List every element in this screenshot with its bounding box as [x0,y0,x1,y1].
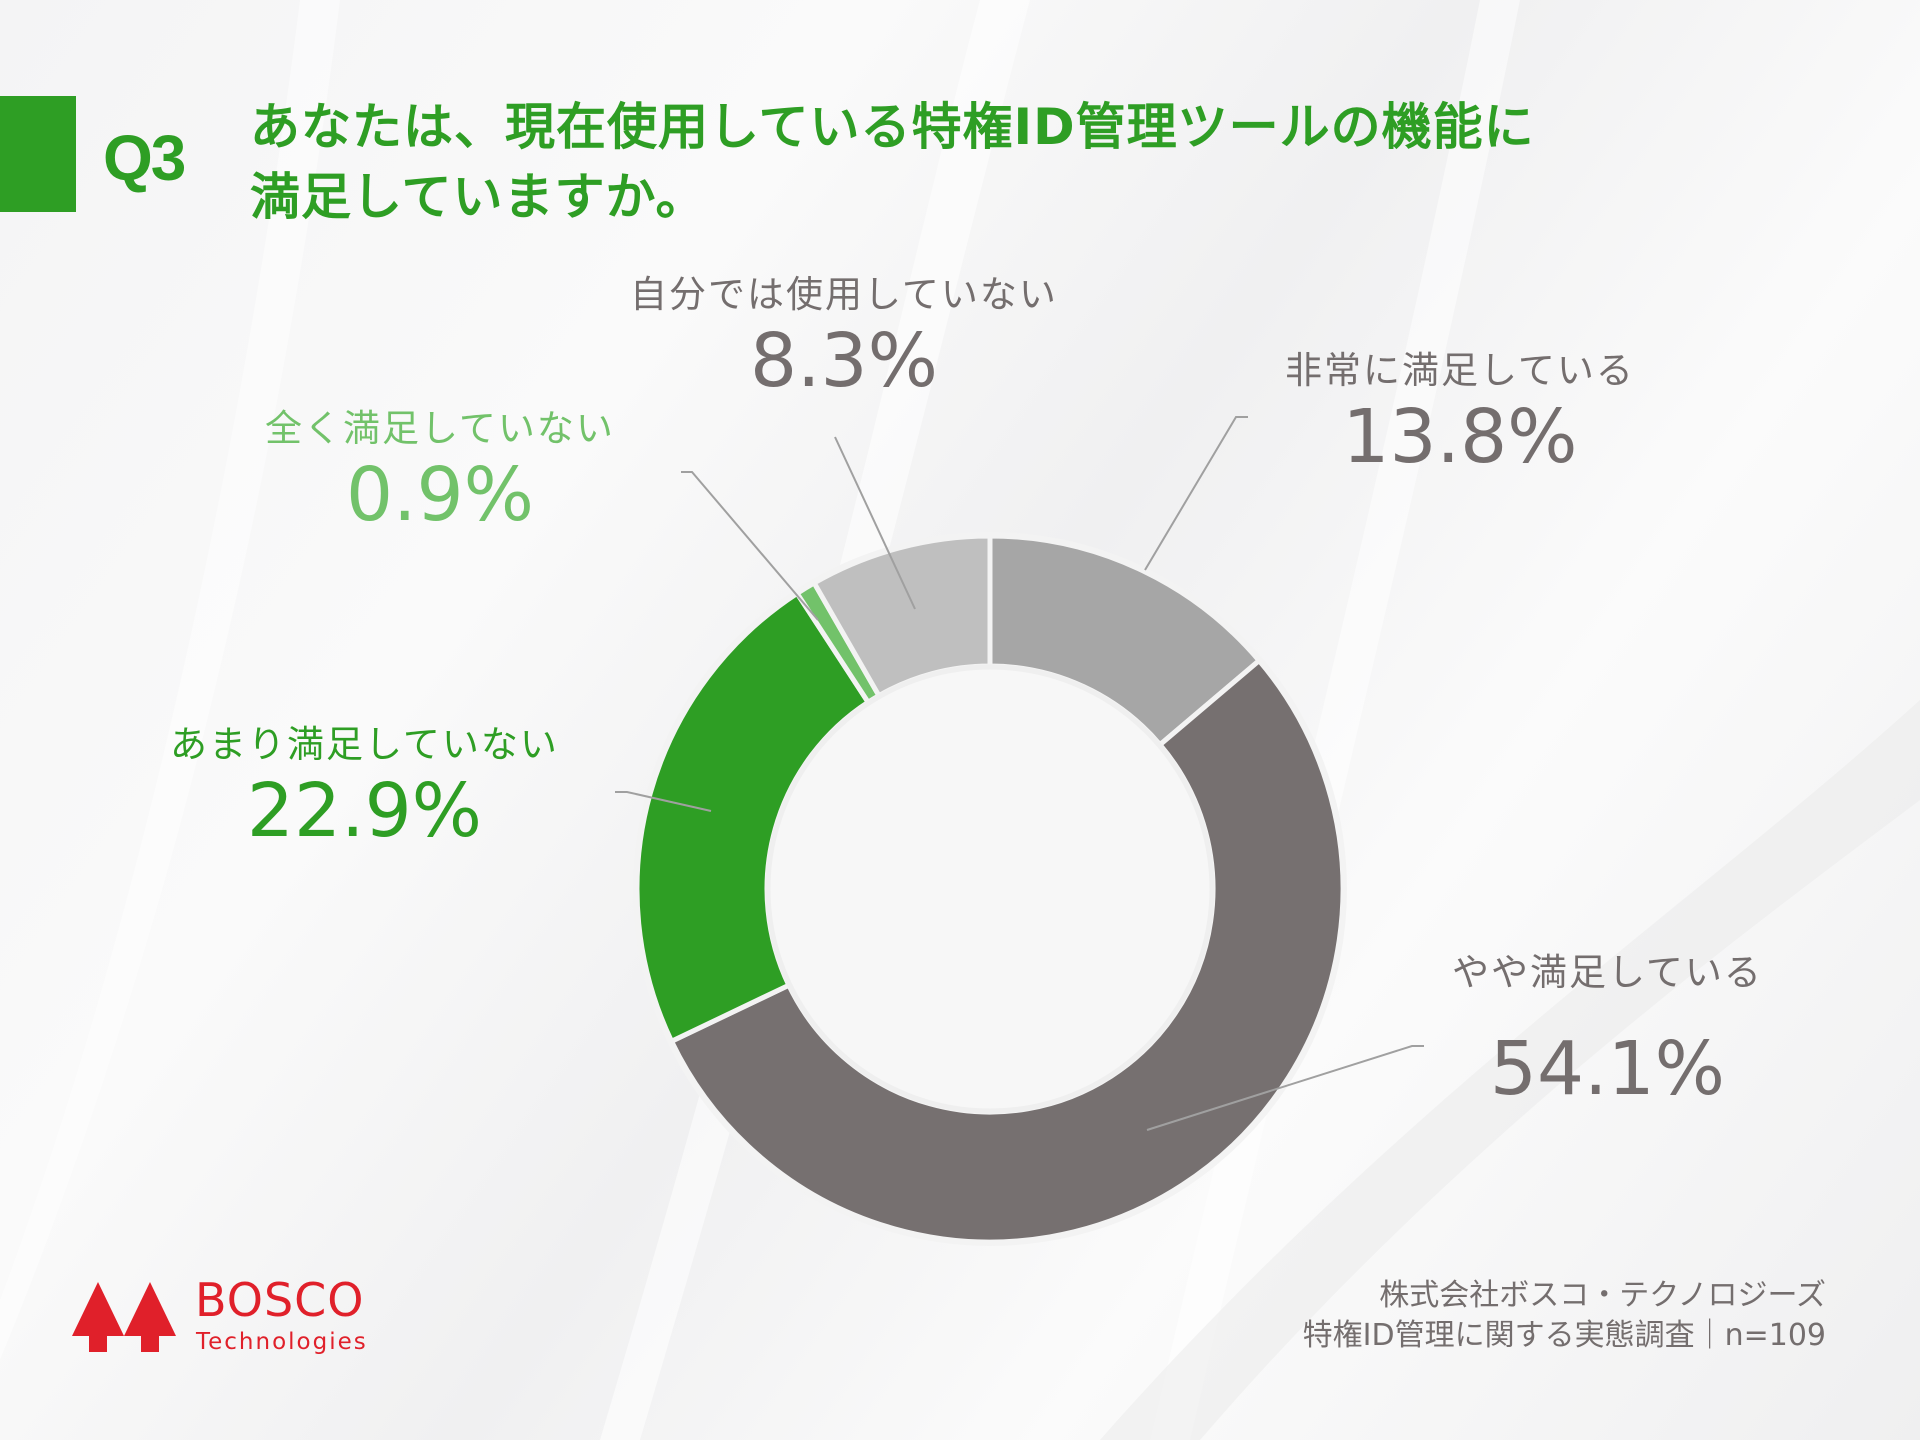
label-value: 0.9% [345,452,534,538]
leader-line-very-satisfied [1144,416,1248,571]
leader-line-not-very-satisfied [615,791,712,812]
label-category: 非常に満足している [1285,349,1635,392]
label-not-at-all-satisfied: 全く満足していない 0.9% [265,406,615,538]
label-very-satisfied: 非常に満足している 13.8% [1285,348,1635,480]
question-number: Q3 [103,122,186,194]
leader-line-not-at-all-satisfied [681,471,819,621]
leader-line-not-using [834,436,916,610]
question-title: あなたは、現在使用している特権ID管理ツールの機能に 満足していますか。 [250,92,1535,232]
header-accent-block [0,96,76,212]
label-category: やや満足している [1452,951,1763,994]
bosco-logo-icon [72,1282,176,1352]
logo-subtitle: Technologies [196,1329,368,1355]
label-not-using: 自分では使用していない 8.3% [630,272,1058,404]
label-somewhat-satisfied: やや満足している 54.1% [1452,950,1763,1112]
source-survey: 特権ID管理に関する実態調査｜n=109 [1302,1318,1826,1353]
question-line-2: 満足していますか。 [250,168,707,226]
label-value: 13.8% [1342,394,1578,480]
label-value: 54.1% [1489,1026,1725,1112]
source-note: 株式会社ボスコ・テクノロジーズ 特権ID管理に関する実態調査｜n=109 [1303,1276,1826,1356]
label-category: 自分では使用していない [630,273,1058,316]
source-company: 株式会社ボスコ・テクノロジーズ [1379,1278,1826,1313]
label-category: 全く満足していない [265,407,615,450]
question-line-1: あなたは、現在使用している特権ID管理ツールの機能に [250,98,1535,156]
label-not-very-satisfied: あまり満足していない 22.9% [170,722,559,854]
label-value: 8.3% [749,318,938,404]
label-value: 22.9% [246,768,482,854]
leader-line-somewhat-satisfied [1146,1045,1424,1131]
logo-wordmark: BOSCO [195,1273,365,1327]
leader-lines [615,416,1424,1131]
label-category: あまり満足していない [170,723,559,766]
